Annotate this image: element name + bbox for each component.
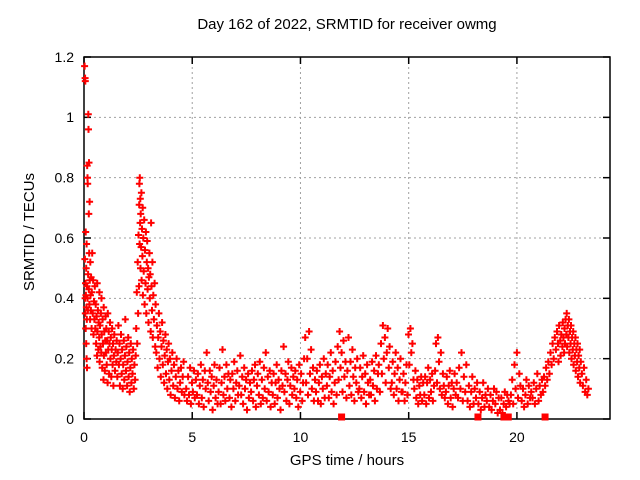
chart-title: Day 162 of 2022, SRMTID for receiver owm…	[197, 16, 497, 33]
square-marker-zero-flags	[338, 413, 346, 421]
square-marker-zero-flags	[500, 413, 508, 421]
y-tick-label: 0.8	[55, 170, 75, 186]
y-tick-label: 0.6	[55, 230, 75, 246]
square-marker-zero-flags	[504, 413, 512, 421]
x-tick-label: 15	[401, 429, 417, 445]
y-tick-label: 0.2	[55, 351, 75, 367]
x-tick-label: 0	[80, 429, 88, 445]
scatter-points-srmtid	[81, 62, 592, 417]
y-tick-label: 0.4	[55, 290, 75, 306]
x-tick-label: 10	[293, 429, 309, 445]
square-marker-zero-flags	[541, 413, 549, 421]
x-axis-label: GPS time / hours	[289, 452, 405, 469]
square-marker-zero-flags	[474, 413, 482, 421]
y-tick-label: 0	[66, 411, 74, 427]
y-tick-label: 1	[66, 109, 74, 125]
y-tick-label: 1.2	[55, 49, 75, 65]
x-tick-label: 20	[509, 429, 525, 445]
x-tick-label: 5	[188, 429, 196, 445]
y-axis-label: SRMTID / TECUs	[21, 172, 38, 292]
